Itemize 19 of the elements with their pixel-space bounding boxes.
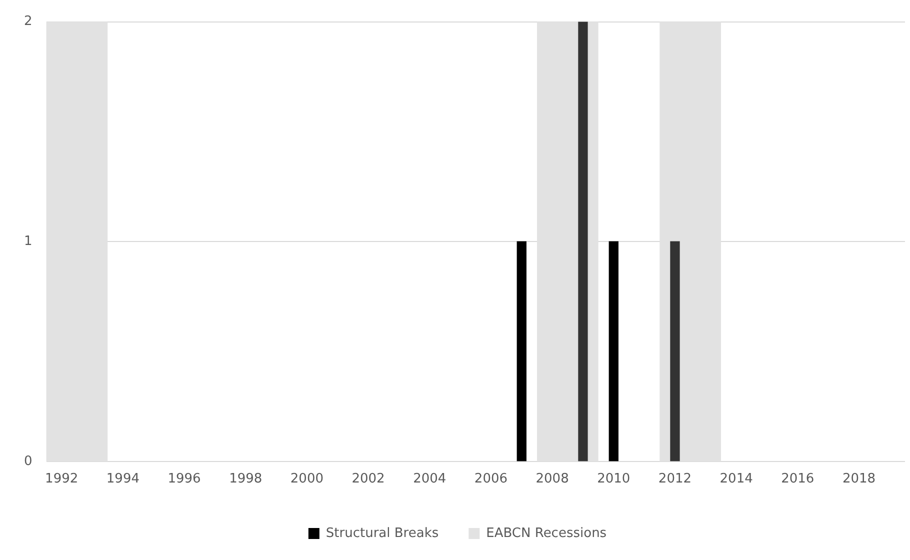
x-tick-label: 2012 — [658, 472, 692, 487]
x-tick-label: 1998 — [229, 472, 262, 487]
y-tick-label: 2 — [24, 14, 32, 30]
x-tick-label: 2016 — [781, 472, 814, 487]
x-tick-label: 2010 — [597, 472, 630, 487]
x-tick-label: 1992 — [45, 472, 78, 487]
x-tick-label: 2006 — [474, 472, 508, 487]
x-tick-label: 2014 — [720, 472, 753, 487]
y-tick-label: 0 — [24, 454, 32, 469]
x-tick-label: 2002 — [352, 472, 385, 487]
x-tick-label: 2004 — [413, 472, 446, 487]
y-tick-label: 1 — [24, 234, 32, 249]
x-tick-label: 2008 — [536, 472, 569, 487]
x-tick-label: 1994 — [106, 472, 140, 487]
x-tick-label: 2000 — [290, 472, 324, 487]
legend-label: Structural Breaks — [326, 526, 439, 541]
x-tick-label: 1996 — [168, 472, 201, 487]
x-tick-label: 2018 — [842, 472, 876, 487]
legend-label: EABCN Recessions — [486, 526, 607, 541]
